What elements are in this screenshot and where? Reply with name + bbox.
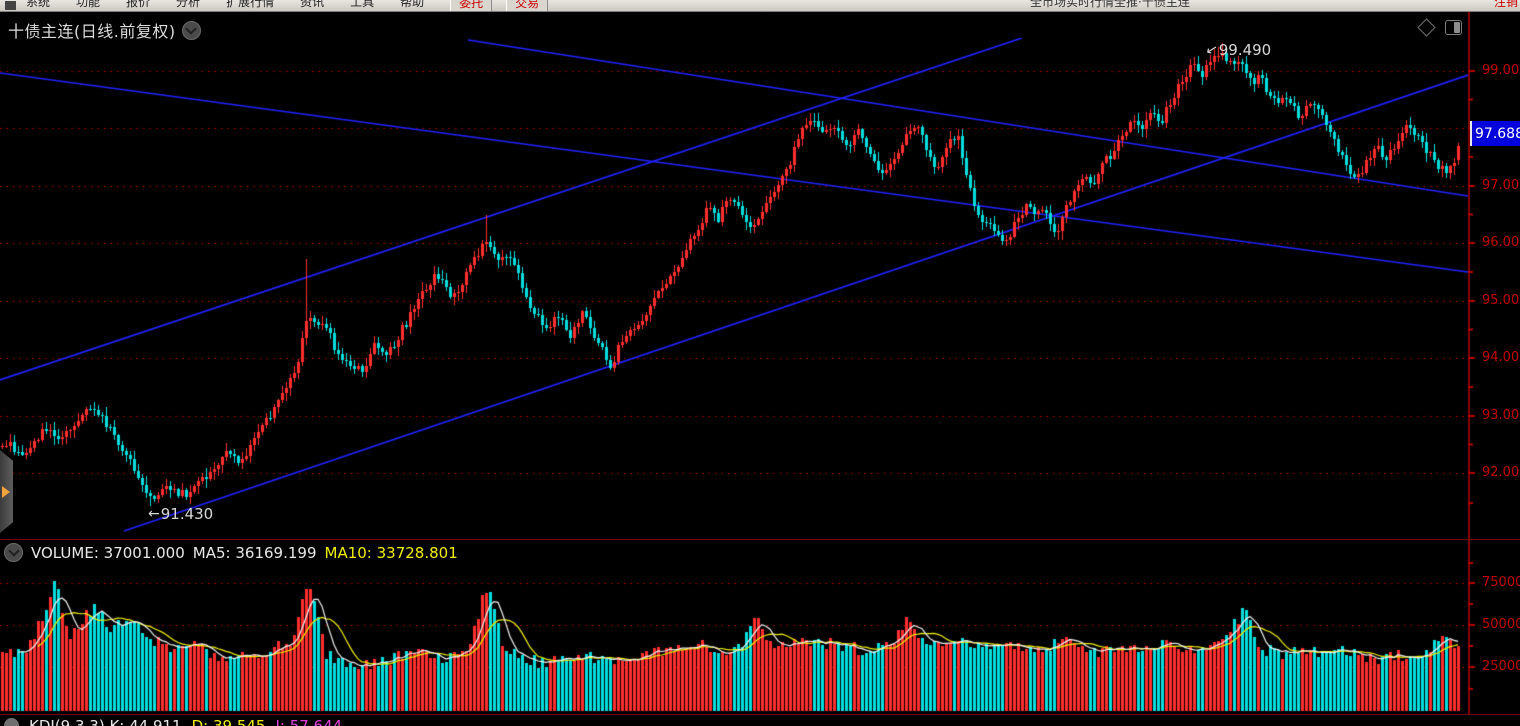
chevron-circle-icon[interactable] xyxy=(4,718,19,726)
axis-tick-label: 97.00 xyxy=(1482,178,1520,193)
menubar: 系统 功能 报价 分析 扩展行情 资讯 工具 帮助 委托 交易 全市场实时行情全… xyxy=(0,0,1520,12)
volume-value: 37001.000 xyxy=(103,543,185,562)
kdj-j-value: J: 57.644 xyxy=(275,717,343,726)
menu-item-info[interactable]: 资讯 xyxy=(300,0,325,9)
pane-separator xyxy=(0,539,1520,540)
menu-hot-button-2[interactable]: 交易 xyxy=(506,0,549,11)
kdj-d-value: D: 39.545 xyxy=(191,717,266,726)
axis-tick-label: 96.00 xyxy=(1482,235,1520,250)
axis-tick-label: 99.00 xyxy=(1482,63,1520,78)
menu-item-quotes[interactable]: 报价 xyxy=(126,0,151,9)
axis-tick-label: 95.00 xyxy=(1482,293,1520,308)
panel-layout-icon[interactable] xyxy=(1445,20,1462,35)
axis-tick-label: 75000 xyxy=(1482,575,1520,590)
expand-right-icon xyxy=(2,486,10,498)
ma10-value: 33728.801 xyxy=(376,543,458,562)
chart-toolbar-icons xyxy=(1417,18,1462,37)
menu-item-extended[interactable]: 扩展行情 xyxy=(226,0,275,9)
diamond-icon[interactable] xyxy=(1417,18,1436,37)
menu-item-tools[interactable]: 工具 xyxy=(350,0,375,9)
app-icon[interactable] xyxy=(5,1,16,10)
menu-item-system[interactable]: 系统 xyxy=(26,0,51,9)
kdj-k-value: KDJ(9,3,3) K: 44.911 xyxy=(29,717,182,726)
arrow-left-icon: ← xyxy=(148,506,160,522)
menu-hot-button-1[interactable]: 委托 xyxy=(450,0,493,11)
chart-title-row: 十债主连(日线.前复权) xyxy=(8,18,201,42)
chevron-down-icon[interactable] xyxy=(181,20,201,40)
volume-header: VOLUME: 37001.000 MA5: 36169.199 MA10: 3… xyxy=(4,543,458,562)
kdj-footer: KDJ(9,3,3) K: 44.911 D: 39.545 J: 57.644 xyxy=(0,714,1520,726)
left-panel-expand-handle[interactable] xyxy=(0,450,13,533)
menu-item-function[interactable]: 功能 xyxy=(76,0,101,9)
axis-tick-label: 25000 xyxy=(1482,659,1520,674)
ma5-value: 36169.199 xyxy=(235,543,317,562)
last-price-marker: 97.688 xyxy=(1470,121,1520,146)
annotation-low: ← 91.430 xyxy=(148,505,214,523)
menu-item-help[interactable]: 帮助 xyxy=(400,0,425,9)
axis-tick-label: 92.00 xyxy=(1482,465,1520,480)
menubar-right-link[interactable]: 注销 xyxy=(1493,0,1518,9)
menu-item-analysis[interactable]: 分析 xyxy=(176,0,201,9)
annotation-high: ← 99.490 xyxy=(1202,40,1272,60)
menubar-ticker-text: 全市场实时行情全推·十债主连 xyxy=(1030,0,1190,9)
axis-tick-label: 50000 xyxy=(1482,617,1520,632)
chevron-down-icon[interactable] xyxy=(4,543,23,562)
axis-tick-label: 94.00 xyxy=(1482,350,1520,365)
axis-tick-label: 93.00 xyxy=(1482,408,1520,423)
page-title: 十债主连(日线.前复权) xyxy=(8,22,176,41)
